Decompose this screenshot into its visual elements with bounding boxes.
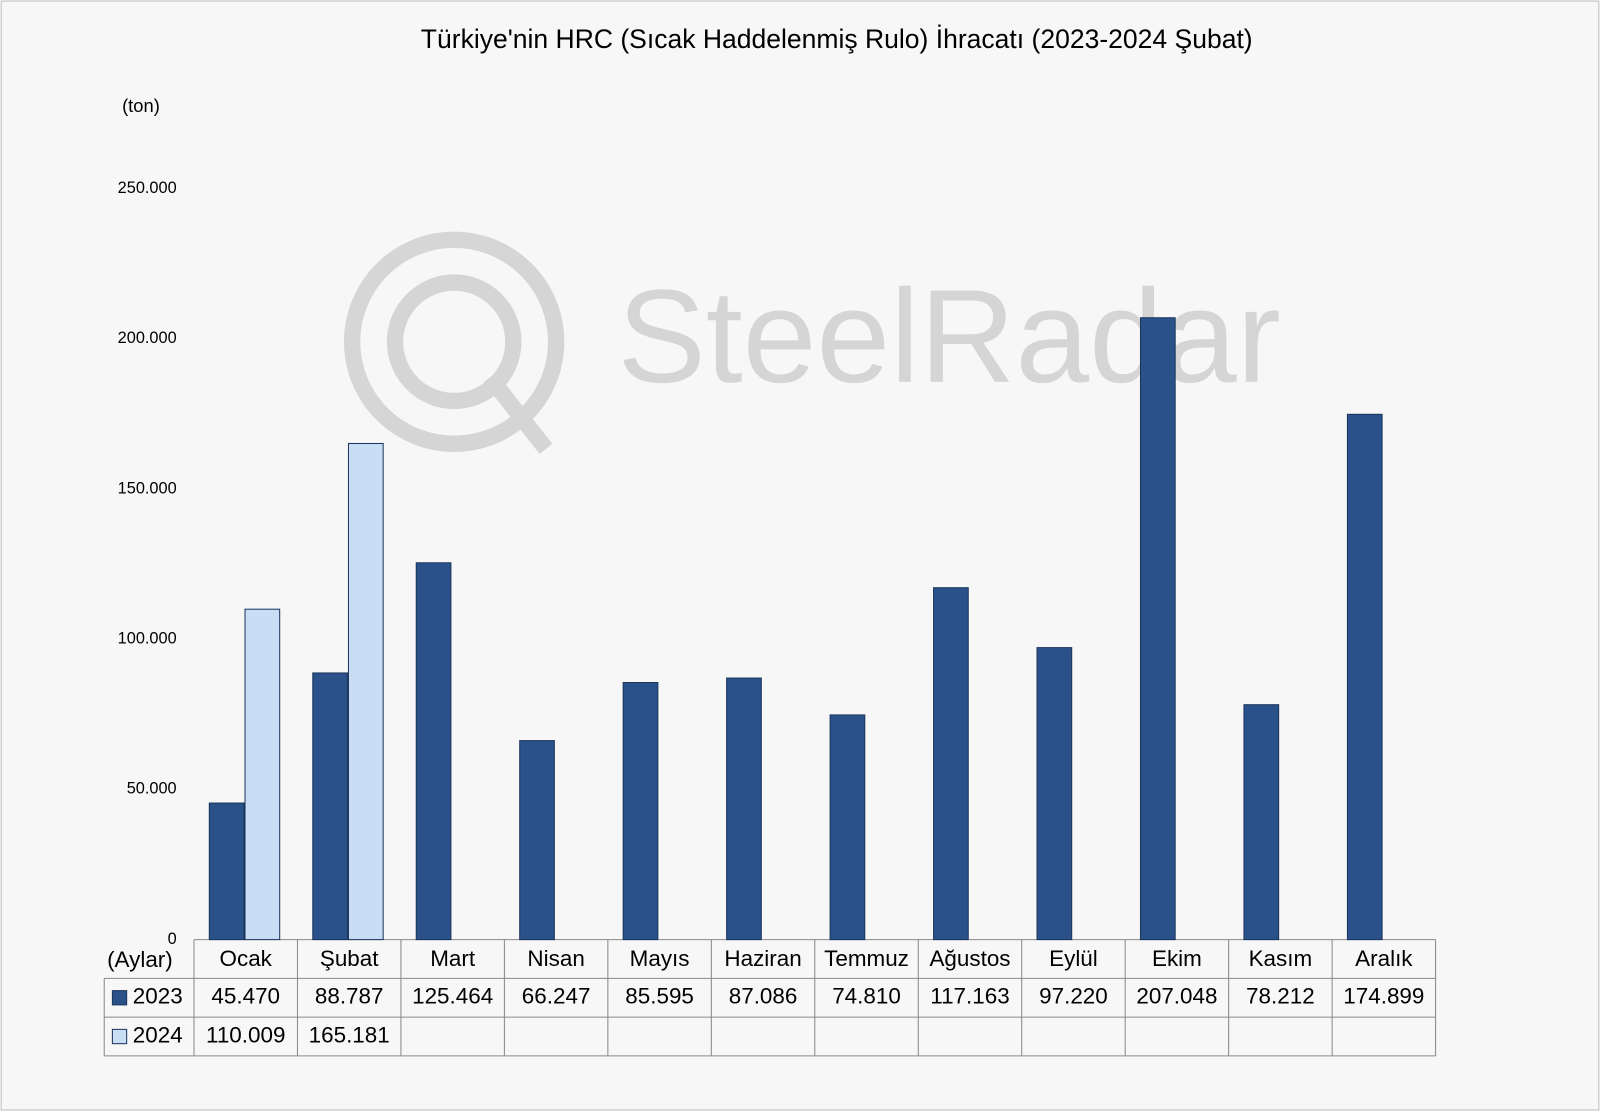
- table-value: 45.470: [211, 984, 280, 1009]
- table-value: 87.086: [729, 984, 798, 1009]
- watermark-text: SteelRadar: [617, 263, 1280, 411]
- x-tick-label: Ağustos: [929, 946, 1010, 971]
- bar: [622, 682, 659, 941]
- y-tick-label: 200.000: [118, 329, 177, 347]
- bar: [1139, 317, 1176, 941]
- x-tick-label: Kasım: [1249, 946, 1313, 971]
- bar: [519, 740, 555, 941]
- watermark-ring: [386, 274, 522, 410]
- bar: [829, 714, 866, 941]
- legend-swatch: [111, 990, 128, 1006]
- bar: [726, 677, 762, 941]
- legend-label: 2023: [133, 984, 183, 1009]
- x-tick-label: Ocak: [220, 946, 273, 971]
- table-value: 110.009: [206, 1022, 285, 1047]
- y-tick-label: 150.000: [118, 479, 177, 497]
- table-value: 174.899: [1343, 984, 1424, 1009]
- bar: [208, 802, 245, 941]
- table-value: 97.220: [1039, 984, 1108, 1009]
- table-value: 78.212: [1246, 984, 1315, 1009]
- x-tick-label: Temmuz: [824, 946, 909, 971]
- bar: [1346, 413, 1383, 941]
- x-tick-label: Mart: [430, 946, 476, 971]
- table-value: 207.048: [1136, 984, 1217, 1009]
- table-value: 165.181: [309, 1022, 390, 1047]
- y-tick-label: 0: [168, 930, 177, 948]
- watermark-ring: [343, 231, 565, 452]
- y-tick-label: 100.000: [118, 630, 177, 648]
- bar: [312, 672, 348, 941]
- y-tick-label: 50.000: [127, 780, 177, 798]
- x-tick-label: Ekim: [1152, 946, 1202, 971]
- x-tick-label: Haziran: [724, 946, 801, 971]
- bar: [415, 562, 452, 941]
- chart-title: Türkiye'nin HRC (Sıcak Haddelenmiş Rulo)…: [421, 24, 1253, 54]
- legend-swatch: [111, 1028, 128, 1045]
- y-tick-label: 250.000: [118, 179, 177, 197]
- bar: [1243, 704, 1280, 941]
- bar: [1036, 647, 1073, 941]
- watermark-tail: [483, 372, 553, 454]
- bar: [933, 587, 969, 941]
- x-tick-label: Aralık: [1355, 946, 1413, 971]
- x-tick-label: Mayıs: [630, 946, 690, 971]
- bar: [347, 442, 384, 941]
- table-value: 74.810: [832, 984, 901, 1009]
- bar: [244, 608, 281, 941]
- x-tick-label: Şubat: [320, 946, 379, 971]
- table-value: 125.464: [412, 984, 493, 1009]
- table-value: 88.787: [315, 984, 384, 1009]
- x-tick-label: Eylül: [1049, 946, 1098, 971]
- x-tick-label: Nisan: [527, 946, 584, 971]
- y-axis-label: (ton): [122, 95, 160, 116]
- x-axis-label: (Aylar): [107, 947, 173, 972]
- legend-label: 2024: [133, 1022, 183, 1047]
- table-value: 117.163: [930, 984, 1009, 1009]
- table-value: 66.247: [522, 984, 591, 1009]
- table-value: 85.595: [625, 984, 694, 1009]
